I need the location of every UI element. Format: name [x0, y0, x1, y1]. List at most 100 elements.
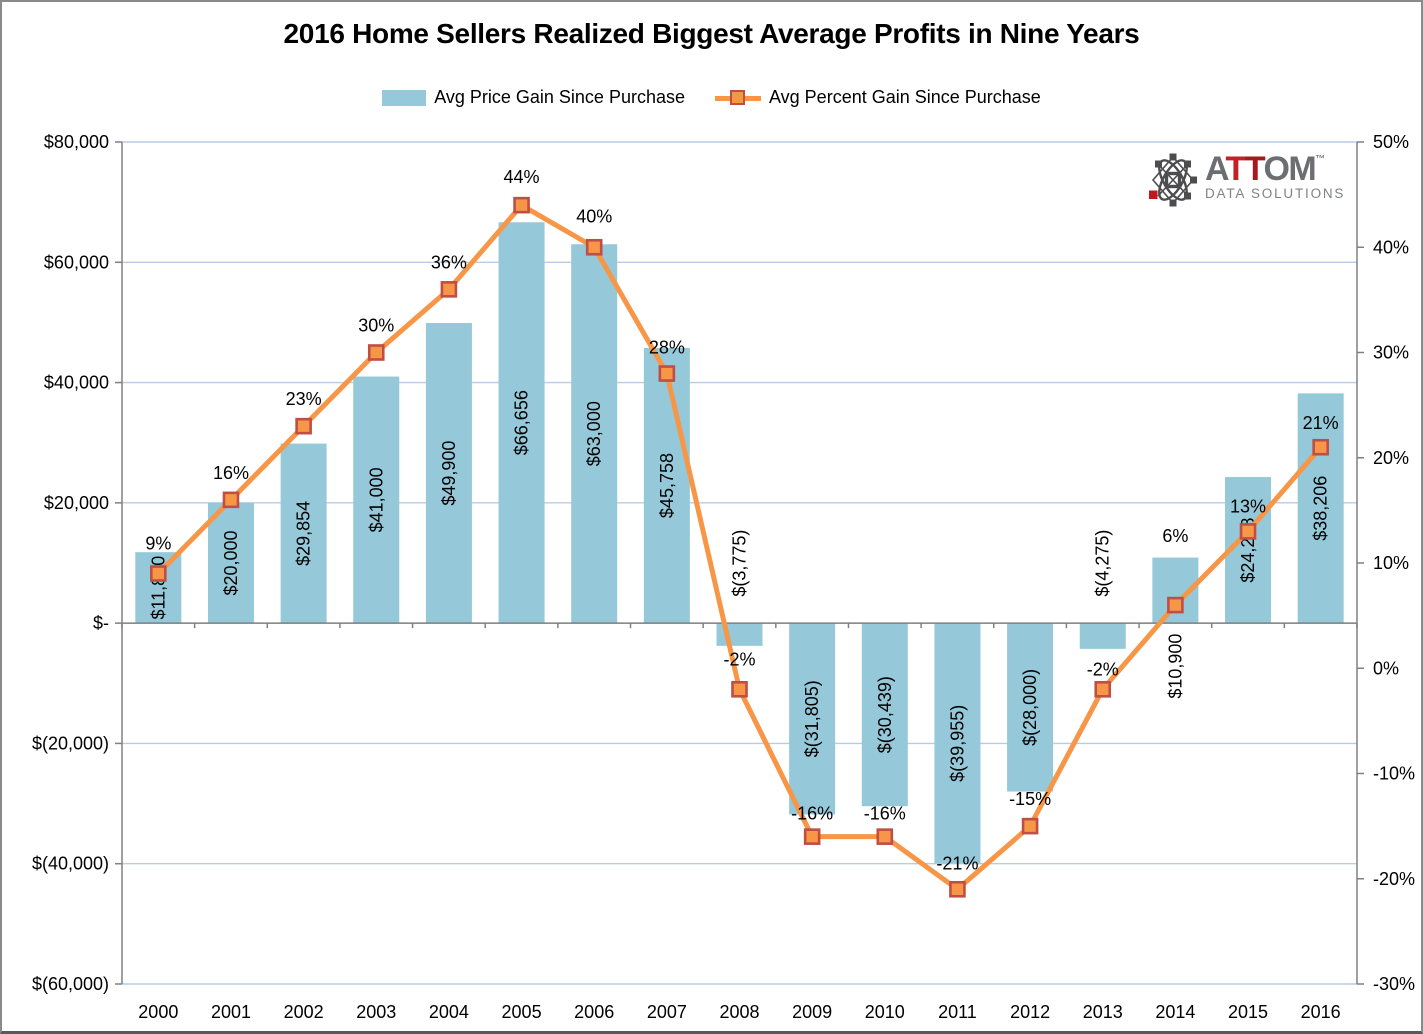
trademark-symbol: ™	[1315, 154, 1326, 165]
marker-2007[interactable]	[658, 365, 676, 382]
bar-2009[interactable]	[789, 623, 836, 815]
pct-label-2011: -21%	[936, 853, 978, 873]
x-axis-label: 2013	[1083, 1002, 1123, 1022]
x-axis-label: 2014	[1155, 1002, 1195, 1022]
right-axis-label: 0%	[1373, 658, 1399, 678]
bar-label-2016: $38,206	[1311, 476, 1331, 541]
marker-2012[interactable]	[1021, 817, 1039, 835]
x-axis-label: 2016	[1301, 1002, 1341, 1022]
marker-2014[interactable]	[1167, 596, 1184, 614]
marker-2001[interactable]	[222, 491, 240, 509]
right-axis-label: 10%	[1373, 553, 1409, 573]
legend-bar-series-label: Avg Price Gain Since Purchase	[434, 87, 685, 107]
bar-2001[interactable]	[207, 502, 254, 624]
pct-label-2013: -2%	[1087, 659, 1119, 679]
x-axis-label: 2003	[356, 1002, 396, 1022]
bar-label-2001: $20,000	[221, 530, 241, 595]
marker-2006[interactable]	[585, 238, 603, 256]
bar-2007[interactable]	[643, 347, 690, 624]
x-axis-label: 2009	[792, 1002, 832, 1022]
bar-2004[interactable]	[425, 323, 472, 624]
bar-label-2003: $41,000	[366, 467, 386, 532]
pct-label-2001: 16%	[213, 463, 249, 483]
bar-2010[interactable]	[861, 623, 908, 807]
pct-label-2004: 36%	[431, 252, 467, 272]
right-axis-label: 20%	[1373, 448, 1409, 468]
left-axis-label: $80,000	[44, 132, 109, 152]
bar-2012[interactable]	[1007, 623, 1054, 792]
marker-2003[interactable]	[367, 344, 385, 361]
right-axis-label: -30%	[1373, 974, 1415, 994]
legend-item-bar-series[interactable]: Avg Price Gain Since Purchase	[382, 87, 685, 108]
atom-icon	[1149, 153, 1197, 207]
marker-2011[interactable]	[949, 880, 966, 898]
pct-label-2016: 21%	[1303, 413, 1339, 433]
left-axis-label: $20,000	[44, 493, 109, 513]
bar-2002[interactable]	[280, 443, 327, 624]
marker-2002[interactable]	[295, 417, 312, 435]
pct-label-2008: -2%	[723, 649, 755, 669]
marker-2015[interactable]	[1239, 523, 1257, 540]
attom-logo-subtitle: DATA SOLUTIONS	[1205, 186, 1346, 201]
bar-label-2013: $(4,275)	[1093, 530, 1113, 597]
x-axis-label: 2011	[938, 1002, 977, 1022]
bar-label-2014: $10,900	[1165, 634, 1185, 699]
bar-2005[interactable]	[498, 222, 545, 624]
marker-2000[interactable]	[150, 565, 167, 582]
left-axis-label: $40,000	[44, 373, 109, 393]
legend: Avg Price Gain Since Purchase Avg Percen…	[2, 87, 1421, 108]
bar-2016[interactable]	[1297, 393, 1344, 624]
pct-label-2010: -16%	[864, 804, 906, 824]
marker-2004[interactable]	[440, 281, 458, 298]
pct-label-2014: 6%	[1162, 526, 1188, 546]
pct-label-2009: -16%	[791, 804, 833, 824]
x-axis-label: 2010	[865, 1002, 905, 1022]
marker-2005[interactable]	[513, 196, 530, 214]
attom-logo-word: ATTOM™	[1205, 152, 1345, 186]
marker-2009[interactable]	[803, 828, 821, 845]
bar-label-2004: $49,900	[439, 441, 459, 506]
x-axis-label: 2007	[647, 1002, 687, 1022]
marker-2016[interactable]	[1312, 438, 1329, 456]
x-axis-label: 2015	[1228, 1002, 1268, 1022]
bar-2000[interactable]	[135, 552, 182, 624]
attom-logo: ATTOM™ DATA SOLUTIONS	[1148, 152, 1345, 208]
attom-logo-letter: A	[1205, 150, 1227, 188]
x-axis-label: 2004	[429, 1002, 469, 1022]
left-axis-label: $60,000	[44, 252, 109, 272]
bar-label-2009: $(31,805)	[802, 680, 822, 757]
right-axis-label: 30%	[1373, 343, 1409, 363]
marker-2010[interactable]	[876, 828, 894, 845]
attom-logo-text: ATTOM™ DATA SOLUTIONS	[1205, 152, 1345, 201]
bar-label-2010: $(30,439)	[875, 676, 895, 753]
bar-label-2007: $45,758	[657, 453, 677, 518]
bar-series-swatch-icon	[382, 89, 427, 106]
pct-label-2000: 9%	[145, 534, 171, 554]
right-axis-label: -10%	[1373, 764, 1415, 784]
bar-label-2012: $(28,000)	[1020, 669, 1040, 746]
pct-label-2006: 40%	[576, 206, 612, 226]
bar-2006[interactable]	[571, 244, 618, 624]
legend-line-series-label: Avg Percent Gain Since Purchase	[768, 87, 1041, 107]
marker-2013[interactable]	[1094, 680, 1112, 698]
pct-label-2003: 30%	[358, 316, 394, 336]
marker-2008[interactable]	[731, 680, 748, 698]
attom-logo-letter: T	[1244, 150, 1265, 188]
x-axis-label: 2002	[284, 1002, 324, 1022]
x-axis-label: 2008	[719, 1002, 759, 1022]
bar-label-2002: $29,854	[294, 501, 314, 566]
pct-label-2012: -15%	[1009, 789, 1051, 809]
x-axis-label: 2006	[574, 1002, 614, 1022]
right-axis-label: 40%	[1373, 237, 1409, 257]
pct-label-2002: 23%	[286, 389, 322, 409]
pct-label-2005: 44%	[504, 167, 540, 187]
bar-2013[interactable]	[1079, 623, 1126, 649]
left-axis-label: $-	[93, 613, 109, 633]
legend-item-line-series[interactable]: Avg Percent Gain Since Purchase	[714, 87, 1041, 108]
bar-2003[interactable]	[353, 376, 400, 624]
pct-label-2015: 13%	[1230, 496, 1266, 516]
attom-logo-letter: T	[1225, 150, 1247, 188]
bar-2011[interactable]	[934, 623, 981, 864]
